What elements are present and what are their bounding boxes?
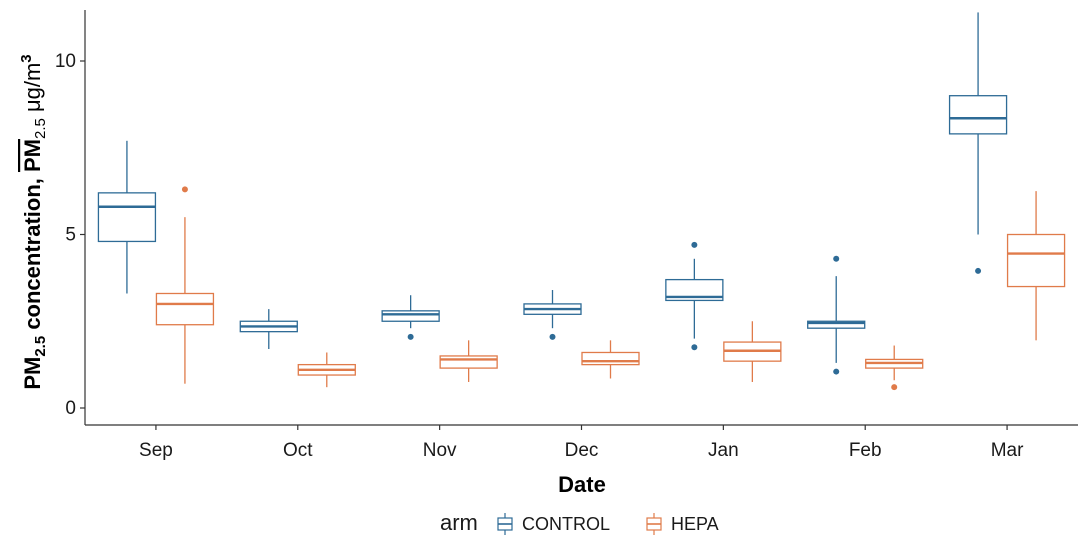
x-tick-label: Jan <box>708 440 739 461</box>
x-tick-label: Oct <box>283 440 313 461</box>
box-hepa-oct <box>297 352 356 388</box>
legend: arm CONTROL HEPA <box>440 510 719 535</box>
x-axis-title: Date <box>558 472 606 497</box>
x-tick-label: Dec <box>565 440 599 461</box>
x-tick-label: Nov <box>423 440 457 461</box>
x-tick-label: Mar <box>991 440 1024 461</box>
outlier-point <box>833 255 840 262</box>
legend-item-control: CONTROL <box>497 513 610 535</box>
box-iqr <box>439 355 498 369</box>
box-hepa-nov <box>439 340 498 382</box>
y-ticks: 0 5 10 <box>55 51 85 419</box>
box-iqr <box>807 320 866 329</box>
y-tick-label: 10 <box>55 51 76 72</box>
box-iqr <box>581 351 640 366</box>
box-control-jan <box>665 241 724 351</box>
box-control-sep <box>97 140 157 294</box>
legend-title: arm <box>440 510 478 535</box>
box-iqr <box>665 278 724 302</box>
x-tick-label: Feb <box>849 440 882 461</box>
y-tick-label: 0 <box>65 398 76 419</box>
box-iqr <box>1006 233 1066 288</box>
box-iqr <box>948 95 1008 135</box>
outlier-point <box>181 186 188 193</box>
box-iqr <box>155 292 215 326</box>
outlier-point <box>549 333 556 340</box>
box-control-mar <box>948 12 1008 274</box>
legend-item-hepa: HEPA <box>646 513 719 535</box>
box-hepa-dec <box>581 340 640 379</box>
box-iqr <box>381 310 440 322</box>
box-hepa-feb <box>865 345 924 391</box>
box-iqr <box>97 192 157 243</box>
box-control-oct <box>239 309 298 350</box>
legend-label: CONTROL <box>522 514 610 534</box>
box-hepa-jan <box>723 321 782 382</box>
plot-marks <box>97 12 1066 391</box>
outlier-point <box>975 267 982 274</box>
box-control-dec <box>523 290 582 340</box>
x-tick-label: Sep <box>139 440 173 461</box>
outlier-point <box>891 384 898 391</box>
box-hepa-mar <box>1006 191 1066 341</box>
y-axis-title: PM2.5 concentration, PM2.5 μg/m3 <box>18 54 49 389</box>
box-control-nov <box>381 295 440 340</box>
outlier-point <box>691 241 698 248</box>
outlier-point <box>833 368 840 375</box>
outlier-point <box>407 333 414 340</box>
box-hepa-sep <box>155 186 215 384</box>
outlier-point <box>691 344 698 351</box>
legend-items: CONTROL HEPA <box>497 513 719 535</box>
x-ticks: Sep Oct Nov Dec Jan Feb Mar <box>139 425 1024 461</box>
box-control-feb <box>807 255 866 375</box>
y-tick-label: 5 <box>65 225 76 246</box>
legend-label: HEPA <box>671 514 719 534</box>
